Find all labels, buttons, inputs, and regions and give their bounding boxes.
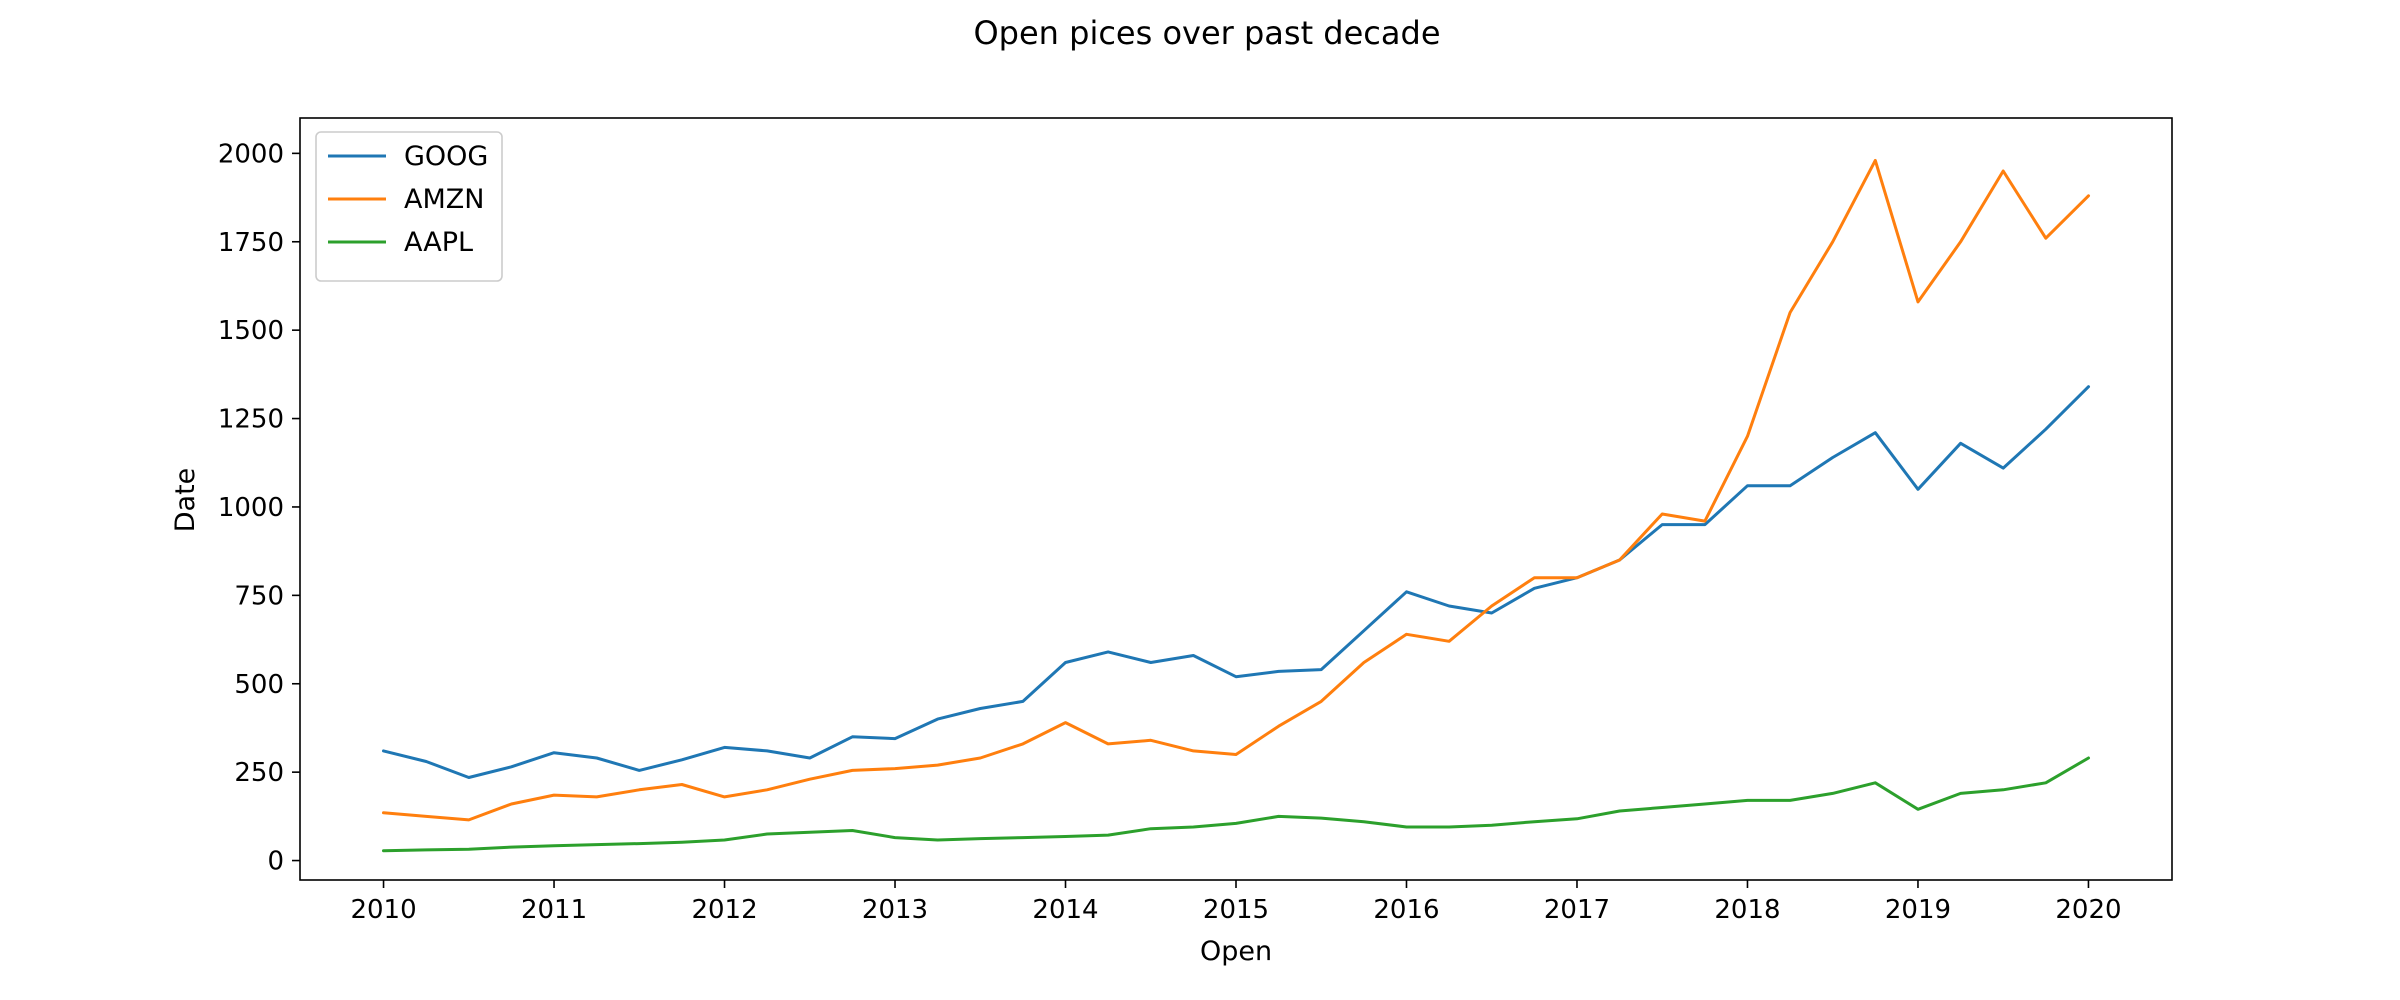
y-tick-label: 1250 [218, 405, 284, 435]
x-axis: 2010 2011 2012 2013 2014 2015 2016 2017 2018 2019… [350, 880, 2122, 925]
x-tick-label: 2016 [1373, 895, 1439, 925]
x-tick-label: 2011 [521, 895, 587, 925]
legend: GOOG AMZN AAPL [315, 131, 503, 282]
x-tick-label: 2018 [1714, 895, 1780, 925]
x-tick-label: 2013 [862, 895, 928, 925]
chart-title: Open pices over past decade [973, 14, 1440, 52]
x-tick-label: 2012 [691, 895, 757, 925]
y-tick-label: 250 [234, 758, 284, 788]
legend-label-amzn: AMZN [404, 184, 484, 215]
legend-label-aapl: AAPL [404, 227, 473, 258]
series-line-goog [382, 385, 2090, 779]
y-tick-label: 750 [234, 581, 284, 611]
x-tick-label: 2014 [1032, 895, 1098, 925]
y-tick-label: 500 [234, 670, 284, 700]
y-tick-label: 1500 [218, 316, 284, 346]
x-tick-label: 2015 [1203, 895, 1269, 925]
x-tick-label: 2010 [350, 895, 416, 925]
y-tick-label: 1750 [218, 228, 284, 258]
y-axis-label: Date [170, 468, 201, 533]
y-axis: 0 250 500 750 1000 1250 1500 1750 2000 [218, 139, 300, 877]
series-line-amzn [382, 158, 2090, 822]
legend-label-goog: GOOG [404, 141, 488, 172]
x-tick-label: 2020 [2055, 895, 2121, 925]
x-tick-label: 2017 [1544, 895, 1610, 925]
plot-area-frame [299, 117, 2173, 881]
legend-box [315, 131, 503, 282]
x-axis-label: Open [1200, 936, 1272, 967]
x-tick-label: 2019 [1885, 895, 1951, 925]
y-tick-label: 1000 [218, 493, 284, 523]
series-line-aapl [382, 756, 2090, 853]
y-tick-label: 2000 [218, 139, 284, 169]
y-tick-label: 0 [267, 847, 284, 877]
